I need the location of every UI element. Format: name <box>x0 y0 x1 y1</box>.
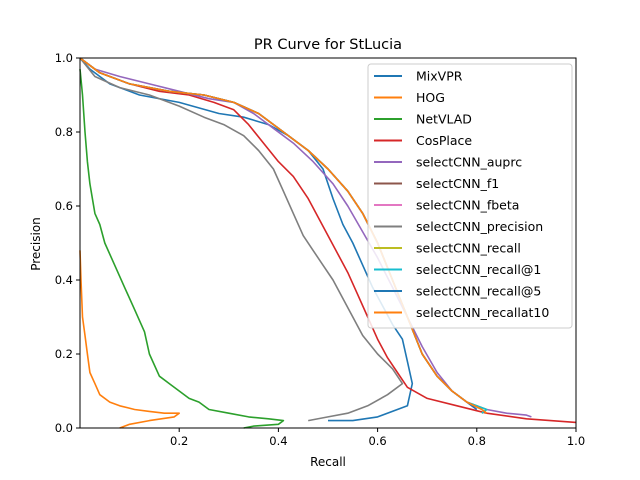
y-tick-label: 0.4 <box>55 273 73 287</box>
chart-title: PR Curve for StLucia <box>254 37 402 53</box>
plot-lines <box>79 57 577 429</box>
legend-label: selectCNN_recallat10 <box>416 305 549 320</box>
legend-box <box>367 63 573 329</box>
x-tick-label: 0.4 <box>269 434 287 448</box>
legend-label: CosPlace <box>416 133 472 148</box>
series-line-selectcnn-recallat10 <box>79 57 488 414</box>
legend-label: selectCNN_fbeta <box>416 198 519 213</box>
y-tick-label: 0.8 <box>55 125 73 139</box>
y-tick-label: 0.6 <box>55 199 73 213</box>
legend: MixVPR HOG NetVLAD CosPlace selectCNN_auprcs… <box>367 63 573 329</box>
x-tick-label: 0.2 <box>170 434 188 448</box>
y-tick-label: 0.0 <box>55 421 73 435</box>
legend-label: HOG <box>416 90 445 105</box>
series-line-selectcnn-precision <box>79 57 404 422</box>
legend-label: NetVLAD <box>416 112 472 127</box>
legend-label: selectCNN_precision <box>416 219 543 234</box>
y-tick-label: 0.2 <box>55 347 73 361</box>
legend-label: MixVPR <box>416 69 463 84</box>
legend-label: selectCNN_f1 <box>416 176 499 191</box>
series-line-cosplace <box>79 57 577 424</box>
legend-label: selectCNN_recall <box>416 241 521 256</box>
y-tick-label: 1.0 <box>55 51 73 65</box>
series-line-hog <box>79 250 180 429</box>
plot-frame <box>79 57 577 429</box>
legend-label: selectCNN_recall@5 <box>416 284 541 299</box>
x-tick-label: 0.8 <box>468 434 486 448</box>
legend-label: selectCNN_auprc <box>416 155 522 170</box>
axis-ticks: 0.2 0.4 0.6 0.8 1.0 0.0 0.2 0.4 0.6 0.8 1.0 <box>55 51 585 448</box>
x-axis-label: Recall <box>310 455 346 469</box>
legend-label: selectCNN_recall@1 <box>416 262 541 277</box>
series-line-netvlad <box>79 69 285 429</box>
x-tick-label: 1.0 <box>567 434 585 448</box>
y-axis-label: Precision <box>29 217 43 271</box>
x-tick-label: 0.6 <box>368 434 386 448</box>
series-line-mixvpr <box>79 57 414 422</box>
